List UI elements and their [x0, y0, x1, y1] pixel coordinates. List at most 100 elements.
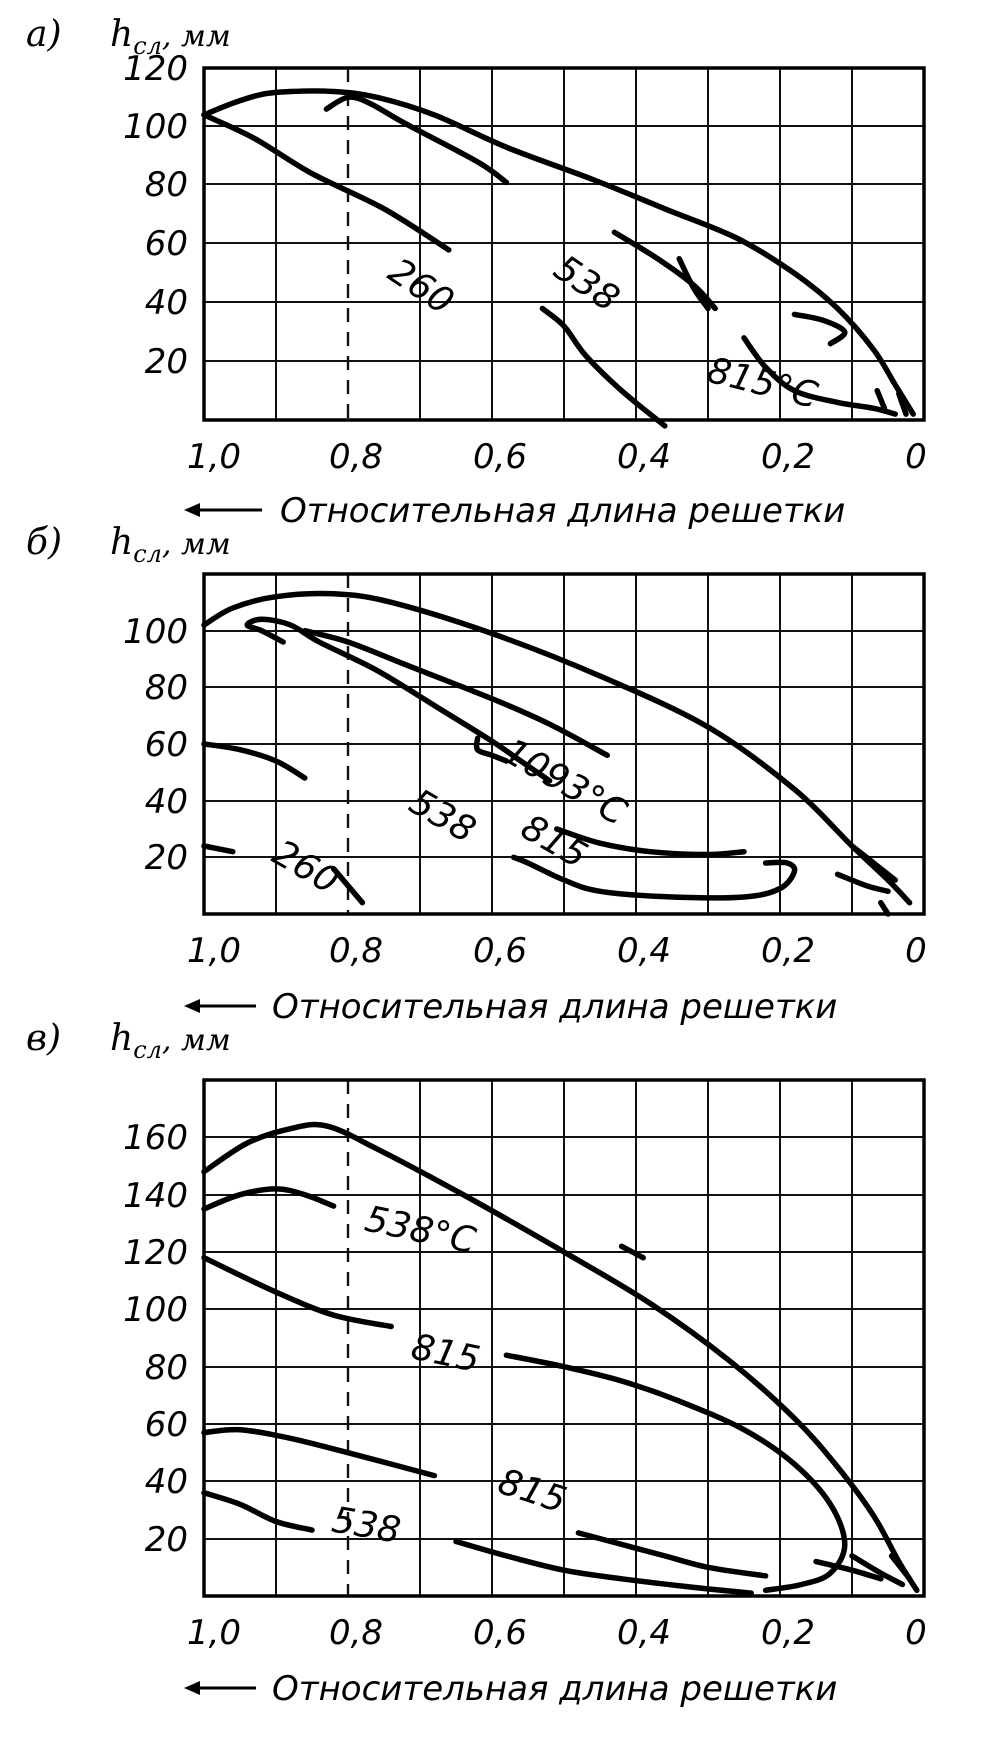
x-tick-label: 1,0: [187, 437, 241, 477]
y-tick-label: 120: [123, 1233, 188, 1273]
isotherm-curve: [676, 255, 711, 312]
x-tick-label: 0: [905, 931, 927, 971]
panel-a-letter: а): [26, 14, 62, 55]
isotherm-label: 538: [546, 248, 626, 320]
x-tick-label: 0,4: [617, 931, 671, 971]
panel-a-xticks: 1,0 0,8 0,6 0,4 0,2 0: [187, 437, 927, 477]
y-tick-label: 140: [123, 1176, 188, 1216]
panel-b: б) hсл, мм 100 80 60 40 20: [26, 522, 927, 1027]
y-tick-label: 20: [145, 1520, 188, 1560]
isotherm-curve: [611, 229, 718, 312]
panel-c-letter: в): [26, 1018, 61, 1059]
x-tick-label: 0,6: [473, 1613, 527, 1653]
isotherm-label: 260: [266, 832, 346, 902]
isotherm-curve: [201, 1186, 337, 1212]
panel-c-ylabel: hсл, мм: [110, 1018, 231, 1064]
x-tick-label: 0: [905, 1613, 927, 1653]
x-tick-label: 0,2: [761, 1613, 815, 1653]
isotherm-curve: [302, 627, 610, 759]
isotherm-curve: [510, 854, 798, 901]
panel-b-xlabel-group: Относительная длина решетки: [184, 987, 837, 1027]
panel-c-grid: [202, 1078, 926, 1598]
x-tick-label: 1,0: [187, 931, 241, 971]
y-tick-label: 100: [123, 107, 188, 147]
y-tick-label: 60: [145, 224, 188, 264]
isotherm-label: 538: [402, 781, 482, 851]
panel-b-yticks: 100 80 60 40 20: [123, 612, 188, 878]
y-tick-label: 20: [145, 342, 188, 382]
x-tick-label: 0: [905, 437, 927, 477]
y-tick-label: 60: [145, 1405, 188, 1445]
isotherm-label: 815: [493, 1461, 571, 1521]
x-tick-label: 1,0: [187, 1613, 241, 1653]
left-arrowhead-icon: [184, 999, 200, 1013]
isotherm-curve: [834, 871, 891, 895]
panel-b-ylabel-h: h: [110, 522, 133, 563]
y-tick-label: 160: [123, 1118, 188, 1158]
panel-a-ylabel-unit: , мм: [162, 19, 231, 54]
y-tick-label: 40: [145, 283, 188, 323]
panel-c: в) hсл, мм 160 140 120 100: [26, 1018, 927, 1709]
isotherm-curve: [878, 899, 891, 917]
isotherm-curve: [741, 335, 898, 417]
y-tick-label: 120: [123, 49, 188, 89]
panel-b-ylabel-sub: сл: [133, 540, 162, 568]
x-tick-label: 0,8: [329, 931, 383, 971]
y-tick-label: 20: [145, 838, 188, 878]
isotherm-curve: [201, 88, 916, 417]
y-tick-label: 80: [145, 668, 188, 708]
isotherm-curve: [201, 741, 308, 781]
panel-a-xlabel-group: Относительная длина решетки: [184, 491, 845, 531]
x-tick-label: 0,6: [473, 437, 527, 477]
isotherm-curve: [575, 1530, 769, 1579]
panel-a-grid: [202, 66, 926, 422]
isotherm-curve: [201, 1254, 394, 1330]
panel-c-yticks: 160 140 120 100 80 60 40 20: [123, 1118, 188, 1560]
panel-c-ylabel-h: h: [110, 1018, 133, 1059]
x-tick-label: 0,4: [617, 1613, 671, 1653]
isotherm-curve: [330, 865, 366, 906]
panel-b-xticks: 1,0 0,8 0,6 0,4 0,2 0: [187, 931, 927, 971]
isotherm-curve: [849, 1553, 906, 1588]
isotherm-curve: [201, 1490, 315, 1533]
panel-c-xlabel: Относительная длина решетки: [272, 1669, 837, 1709]
panel-a-ylabel: hсл, мм: [110, 14, 231, 60]
isotherm-curve: [453, 1538, 754, 1596]
panel-a: а) hсл, мм 120 100 80 60 40 20: [26, 14, 927, 531]
isotherm-curve: [201, 112, 452, 253]
panel-a-yticks: 120 100 80 60 40 20: [123, 49, 188, 382]
isotherm-curve: [539, 305, 668, 429]
x-tick-label: 0,8: [329, 1613, 383, 1653]
isotherm-curve: [874, 387, 888, 412]
isotherm-curve: [473, 735, 510, 764]
y-tick-label: 40: [145, 1462, 188, 1502]
left-arrowhead-icon: [184, 503, 200, 517]
panel-b-xlabel: Относительная длина решетки: [272, 987, 837, 1027]
panel-c-xlabel-group: Относительная длина решетки: [184, 1669, 837, 1709]
isotherm-curve: [503, 1352, 848, 1594]
isotherm-curve: [813, 1558, 884, 1582]
isotherm-curve: [888, 1553, 913, 1582]
x-tick-label: 0,2: [761, 437, 815, 477]
y-tick-label: 100: [123, 612, 188, 652]
isotherm-curve: [201, 843, 236, 855]
x-tick-label: 0,8: [329, 437, 383, 477]
isotherm-label: 1093°C: [496, 731, 634, 834]
y-tick-label: 80: [145, 1348, 188, 1388]
panel-a-xlabel: Относительная длина решетки: [280, 491, 845, 531]
isotherm-curve: [791, 311, 848, 347]
isotherm-curve: [849, 843, 898, 883]
x-tick-label: 0,6: [473, 931, 527, 971]
isotherm-curve: [618, 1243, 646, 1261]
panel-b-ylabel: hсл, мм: [110, 522, 231, 568]
panel-a-ylabel-sub: сл: [133, 32, 162, 60]
panel-b-letter: б): [26, 522, 62, 563]
panel-a-ylabel-h: h: [110, 14, 133, 55]
isotherm-label: 538: [329, 1500, 404, 1552]
panel-c-xticks: 1,0 0,8 0,6 0,4 0,2 0: [187, 1613, 927, 1653]
isotherm-curve: [554, 826, 747, 858]
panel-b-ylabel-unit: , мм: [162, 527, 231, 562]
